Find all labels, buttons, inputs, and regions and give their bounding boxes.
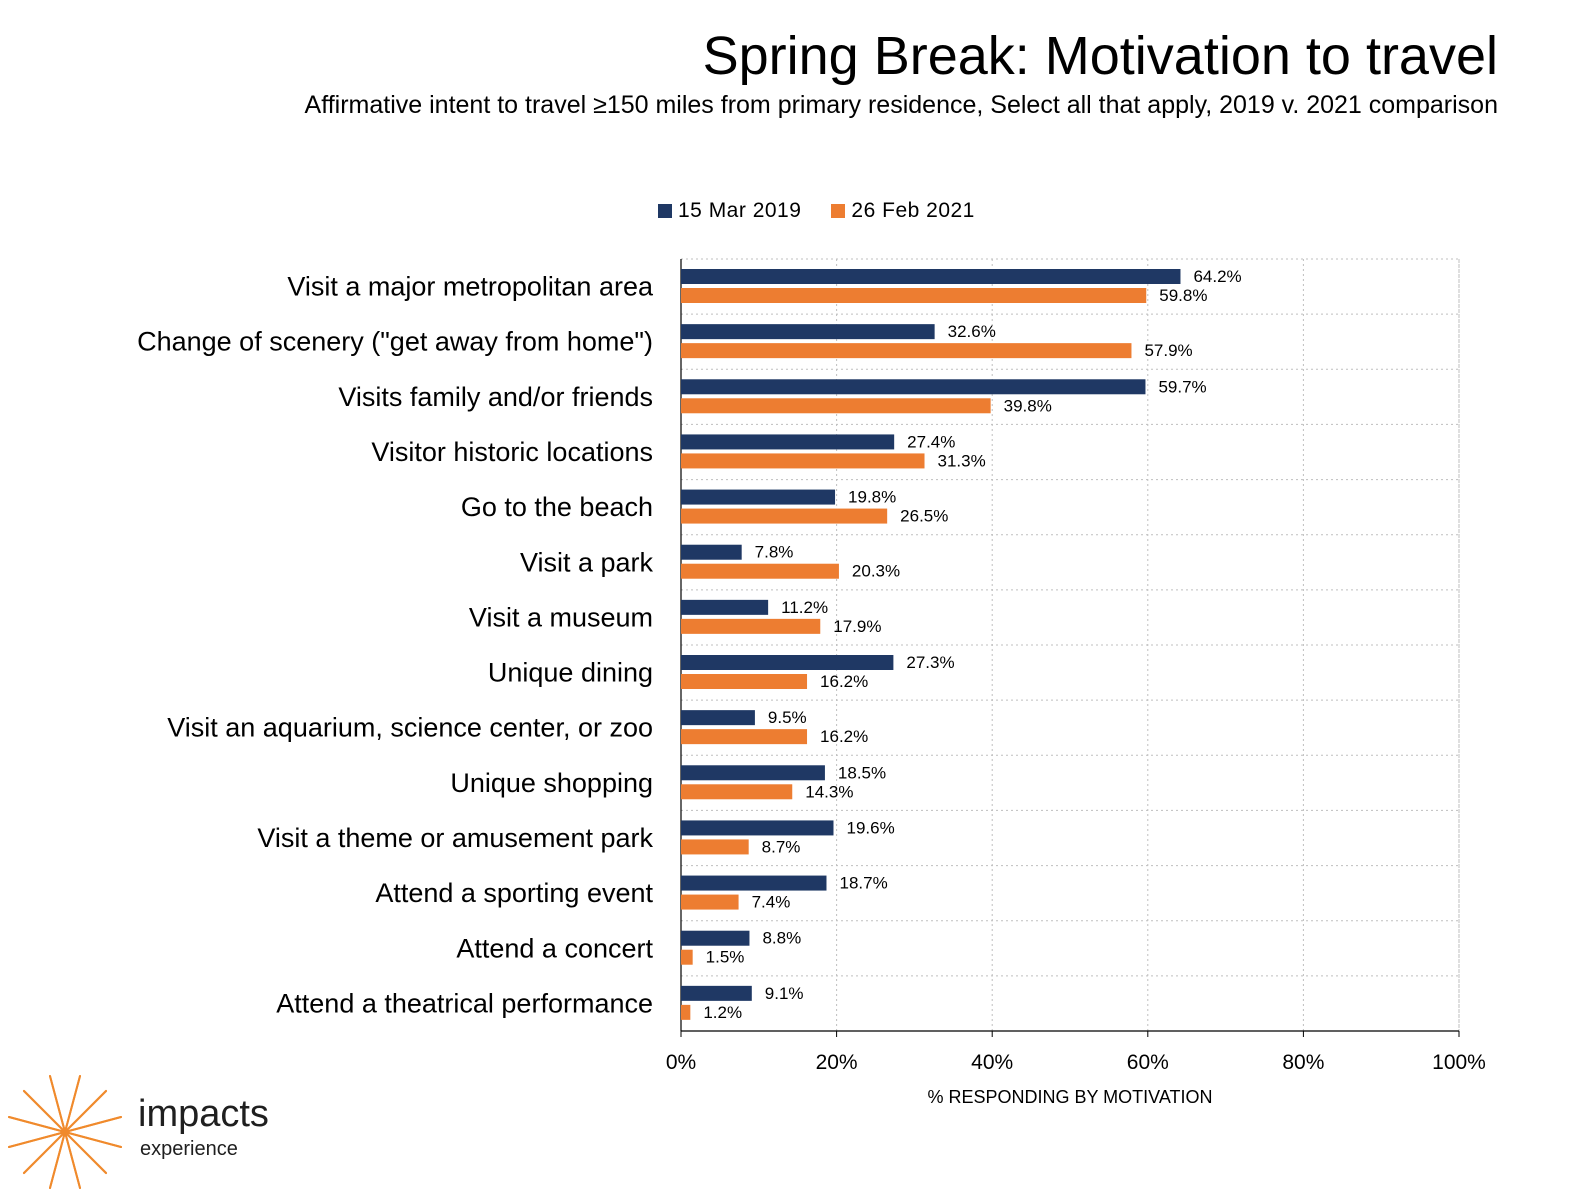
data-label-2021: 59.8% — [1159, 286, 1207, 305]
data-label-2021: 7.4% — [752, 893, 791, 912]
x-tick-label: 20% — [816, 1051, 858, 1074]
logo-subtitle: experience — [140, 1138, 238, 1160]
data-label-2021: 20.3% — [852, 562, 900, 581]
bar-2019 — [681, 710, 755, 726]
bar-2021 — [681, 949, 693, 965]
legend-item-2019: 15 Mar 2019 — [658, 198, 801, 224]
bar-2019 — [681, 985, 752, 1001]
bar-2021 — [681, 398, 991, 414]
bar-2019 — [681, 434, 895, 450]
bar-2019 — [681, 544, 742, 560]
bar-2021 — [681, 1004, 691, 1020]
bar-2019 — [681, 269, 1181, 284]
legend: 15 Mar 2019 26 Feb 2021 — [658, 198, 1005, 224]
data-label-2021: 1.2% — [703, 1003, 742, 1022]
data-label-2019: 9.1% — [765, 984, 804, 1003]
bar-2019 — [681, 820, 834, 836]
bar-2021 — [681, 839, 749, 855]
data-label-2021: 1.5% — [706, 948, 745, 967]
x-tick-label: 100% — [1432, 1051, 1486, 1074]
chart-title: Spring Break: Motivation to travel — [702, 26, 1498, 86]
category-label: Attend a sporting event — [375, 878, 653, 908]
data-label-2021: 39.8% — [1004, 396, 1052, 415]
legend-item-2021: 26 Feb 2021 — [831, 198, 974, 224]
legend-label-2019: 15 Mar 2019 — [678, 199, 802, 222]
bar-2021 — [681, 288, 1147, 303]
bar-2021 — [681, 343, 1132, 359]
data-label-2021: 14.3% — [805, 782, 853, 801]
data-label-2021: 26.5% — [900, 507, 948, 526]
data-label-2019: 64.2% — [1193, 267, 1241, 286]
category-label: Unique shopping — [450, 768, 653, 798]
legend-swatch-2019 — [658, 204, 672, 218]
logo-wordmark: impacts — [138, 1093, 269, 1135]
data-label-2021: 8.7% — [762, 837, 801, 856]
bar-2019 — [681, 655, 894, 670]
data-label-2019: 9.5% — [768, 708, 807, 727]
bar-2019 — [681, 324, 935, 340]
legend-label-2021: 26 Feb 2021 — [851, 199, 975, 222]
bar-2019 — [681, 379, 1146, 395]
data-label-2019: 27.3% — [906, 653, 954, 672]
data-label-2019: 32.6% — [948, 322, 996, 341]
bar-2021 — [681, 563, 839, 579]
x-tick-label: 80% — [1282, 1051, 1324, 1074]
category-label: Unique dining — [488, 658, 653, 688]
bar-2019 — [681, 599, 769, 615]
data-label-2019: 19.6% — [846, 818, 894, 837]
data-label-2021: 17.9% — [833, 617, 881, 636]
x-tick-label: 0% — [666, 1051, 696, 1074]
category-label: Visit a park — [520, 547, 654, 577]
category-label: Visits family and/or friends — [338, 382, 653, 412]
category-label: Change of scenery ("get away from home") — [137, 327, 653, 357]
bar-2021 — [681, 784, 793, 800]
data-label-2019: 27.4% — [907, 432, 955, 451]
data-label-2019: 19.8% — [848, 488, 896, 507]
category-label: Visit a theme or amusement park — [257, 823, 653, 853]
bar-2021 — [681, 674, 808, 689]
bar-2021 — [681, 618, 821, 634]
bar-2019 — [681, 489, 836, 505]
category-label: Attend a theatrical performance — [276, 988, 653, 1018]
bar-2021 — [681, 894, 739, 910]
data-label-2021: 16.2% — [820, 727, 868, 746]
data-label-2019: 11.2% — [781, 598, 828, 617]
category-label: Visitor historic locations — [371, 437, 653, 467]
data-label-2019: 18.7% — [839, 874, 887, 893]
category-label: Visit a museum — [469, 602, 653, 632]
data-label-2021: 31.3% — [938, 451, 986, 470]
bar-2019 — [681, 765, 825, 781]
data-label-2019: 59.7% — [1158, 377, 1206, 396]
bar-2019 — [681, 930, 750, 946]
x-tick-label: 40% — [971, 1051, 1013, 1074]
category-label: Visit an aquarium, science center, or zo… — [167, 713, 653, 743]
legend-swatch-2021 — [831, 204, 846, 218]
x-axis-title: % RESPONDING BY MOTIVATION — [927, 1087, 1212, 1107]
chart-subtitle: Affirmative intent to travel ≥150 miles … — [304, 91, 1498, 119]
data-label-2021: 57.9% — [1144, 341, 1192, 360]
category-label: Go to the beach — [461, 492, 653, 522]
bar-2021 — [681, 729, 808, 745]
data-label-2021: 16.2% — [820, 672, 868, 691]
x-tick-label: 60% — [1127, 1051, 1169, 1074]
sunburst-icon — [8, 1074, 123, 1190]
category-label: Visit a major metropolitan area — [287, 272, 654, 302]
bar-2021 — [681, 453, 925, 469]
category-label: Attend a concert — [456, 933, 653, 963]
data-label-2019: 8.8% — [762, 929, 801, 948]
bar-2021 — [681, 508, 888, 524]
data-label-2019: 7.8% — [755, 543, 794, 562]
data-label-2019: 18.5% — [838, 763, 886, 782]
bar-2019 — [681, 875, 827, 891]
